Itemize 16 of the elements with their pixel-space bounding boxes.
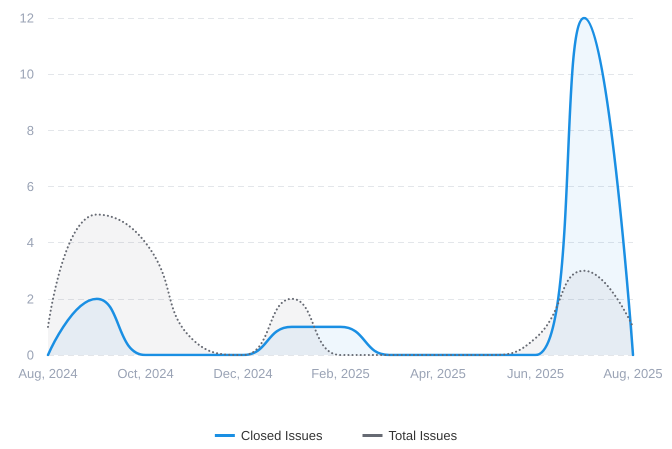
y-tick-label: 12 bbox=[20, 10, 34, 26]
y-tick-label: 0 bbox=[26, 348, 34, 362]
x-tick-label: Jun, 2025 bbox=[506, 366, 564, 381]
y-tick-label: 2 bbox=[26, 291, 34, 306]
x-tick-label: Apr, 2025 bbox=[410, 366, 466, 381]
legend-label: Closed Issues bbox=[240, 428, 324, 443]
x-tick-label: Feb, 2025 bbox=[311, 366, 370, 381]
legend-label: Total Issues bbox=[388, 428, 458, 443]
y-tick-label: 8 bbox=[26, 122, 34, 138]
y-tick-label: 10 bbox=[20, 66, 34, 82]
y-tick-label: 6 bbox=[26, 179, 34, 194]
x-tick-label: Dec, 2024 bbox=[213, 366, 273, 381]
x-tick-label: Aug, 2025 bbox=[603, 366, 663, 381]
y-tick-label: 4 bbox=[26, 235, 34, 250]
x-tick-label: Oct, 2024 bbox=[117, 366, 174, 381]
x-tick-label: Aug, 2024 bbox=[18, 366, 78, 381]
